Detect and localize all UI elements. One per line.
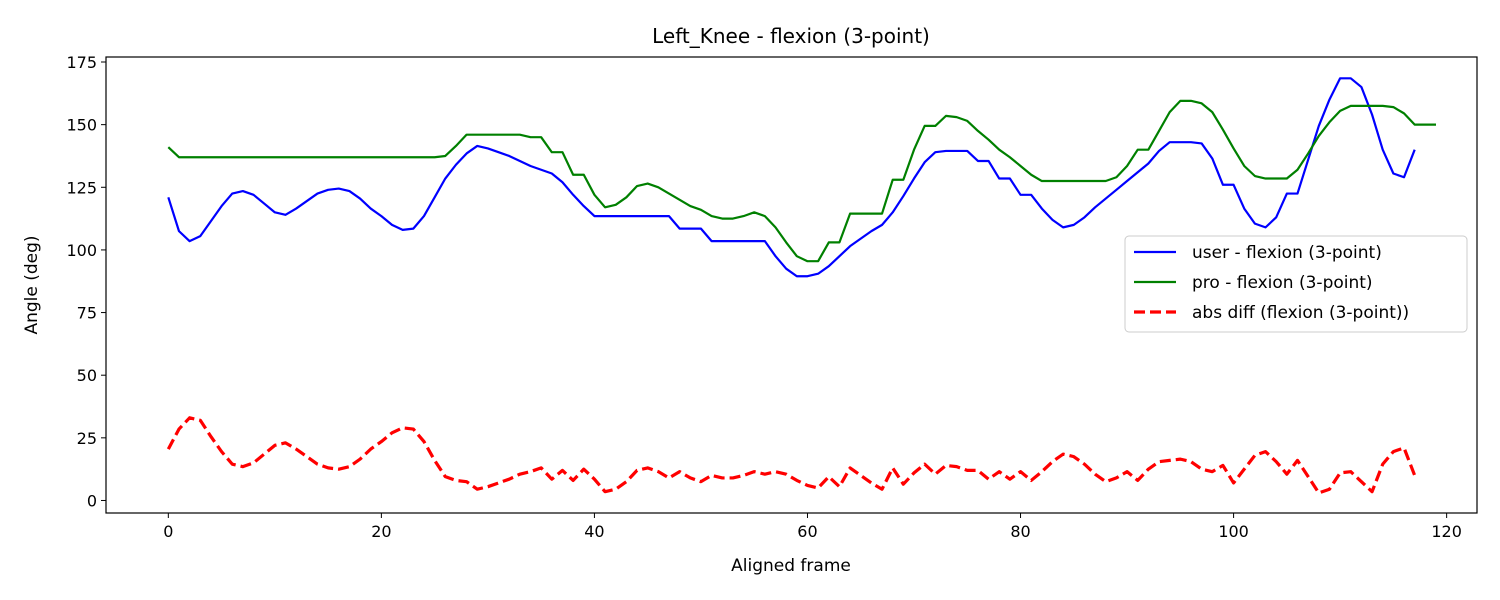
y-tick-label: 25 — [77, 429, 97, 448]
y-tick-label: 125 — [66, 178, 97, 197]
y-tick-label: 0 — [87, 491, 97, 510]
x-tick-label: 40 — [584, 522, 604, 541]
legend-label-1: user - flexion (3-point) — [1192, 243, 1382, 263]
axes-frame — [105, 56, 1478, 514]
legend-label-3: abs diff (flexion (3-point)) — [1192, 303, 1409, 323]
series-line-3 — [166, 416, 1417, 495]
y-axis-label: Angle (deg) — [22, 235, 42, 334]
legend-box — [1124, 235, 1468, 333]
x-tick-label: 120 — [1431, 522, 1462, 541]
chart-title: Left_Knee - flexion (3-point) — [652, 24, 930, 48]
x-tick-label: 100 — [1218, 522, 1249, 541]
legend-label-2: pro - flexion (3-point) — [1192, 273, 1373, 293]
x-tick-label: 60 — [797, 522, 817, 541]
y-tick-label: 100 — [66, 241, 97, 260]
y-tick-label: 150 — [66, 116, 97, 135]
legend: user - flexion (3-point) pro - flexion (3… — [1124, 235, 1468, 333]
x-tick-label: 20 — [371, 522, 391, 541]
y-tick-label: 175 — [66, 53, 97, 72]
y-tick-label: 50 — [77, 366, 97, 385]
x-tick-label: 0 — [163, 522, 173, 541]
plot-area — [166, 77, 1436, 495]
y-axis: 0 25 50 75 100 125 150 175 — [66, 53, 106, 510]
y-tick-label: 75 — [77, 304, 97, 323]
x-tick-label: 80 — [1010, 522, 1030, 541]
x-axis-label: Aligned frame — [731, 556, 851, 576]
series-line-2 — [167, 99, 1436, 263]
x-axis: 0 20 40 60 80 100 120 — [163, 513, 1462, 541]
series-line-1 — [167, 77, 1416, 278]
